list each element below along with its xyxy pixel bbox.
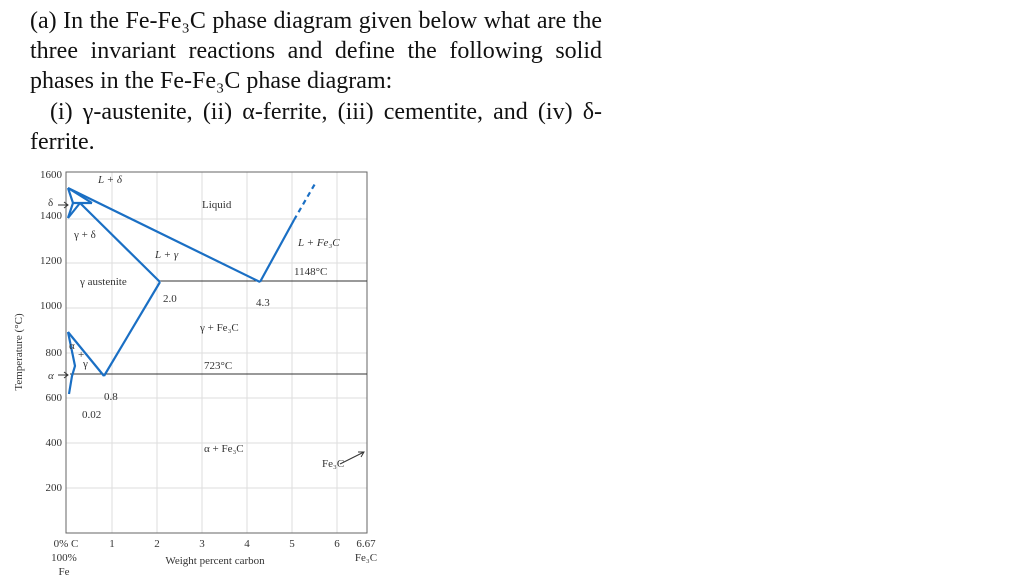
- x-right-label: Fe₃C: [355, 552, 377, 564]
- region-label: γ + δ: [73, 229, 96, 241]
- region-label: L + Fe₃C: [297, 237, 340, 249]
- x-left-label: 100%: [51, 552, 77, 564]
- x-axis-label: Weight percent carbon: [165, 555, 265, 567]
- x-tick-label: 6: [334, 538, 340, 550]
- x-tick-label: 4: [244, 538, 250, 550]
- phase-boundaries: [66, 181, 317, 395]
- region-label: α + Fe₃C: [204, 443, 244, 455]
- annotation: 723°C: [204, 360, 232, 372]
- annotation: 1148°C: [294, 266, 327, 278]
- y-axis-label: Temperature (°C): [13, 313, 25, 391]
- y-tick-label: 600: [46, 392, 63, 404]
- y-tick-label: 1200: [40, 255, 63, 267]
- region-label: γ: [82, 358, 88, 370]
- delta-arrow: [58, 201, 69, 209]
- annotation: 0.8: [104, 391, 118, 403]
- region-label: γ + Fe₃C: [199, 322, 239, 334]
- fe3c-arrow: [339, 451, 365, 465]
- y-tick-label: 1600: [40, 169, 63, 181]
- x-tick-label: 2: [154, 538, 160, 550]
- annotation: 4.3: [256, 297, 270, 309]
- region-label: α: [69, 340, 75, 352]
- region-label: δ: [48, 197, 53, 209]
- y-tick-label: 400: [46, 437, 63, 449]
- x-tick-label: 3: [199, 538, 205, 550]
- y-tick-label: 200: [46, 482, 63, 494]
- question-intro: (a) In the Fe-Fe₃C phase diagram given b…: [30, 8, 602, 94]
- region-label: Liquid: [202, 199, 232, 211]
- annotation: 2.0: [163, 293, 177, 305]
- region-label: Fe₃C: [322, 458, 344, 470]
- region-label: L + δ: [97, 174, 123, 186]
- region-label: γ austenite: [79, 276, 127, 288]
- y-tick-label: 1000: [40, 300, 63, 312]
- region-label: α: [48, 370, 54, 382]
- region-label: +: [78, 349, 84, 361]
- x-tick-label: 1: [109, 538, 115, 550]
- alpha-arrow: [58, 371, 69, 379]
- region-label: L + γ: [154, 249, 179, 261]
- annotation: 0.02: [82, 409, 101, 421]
- y-tick-label: 1400: [40, 210, 63, 222]
- x-left-label: Fe: [59, 566, 70, 578]
- plot-frame: [65, 171, 368, 534]
- grid: [66, 172, 367, 533]
- x-tick-label: 5: [289, 538, 295, 550]
- y-tick-label: 800: [46, 347, 63, 359]
- x-tick-label: 0% C: [54, 538, 79, 550]
- x-tick-label: 6.67: [356, 538, 376, 550]
- question-phases: (i) γ-austenite, (ii) α-ferrite, (iii) c…: [30, 99, 602, 155]
